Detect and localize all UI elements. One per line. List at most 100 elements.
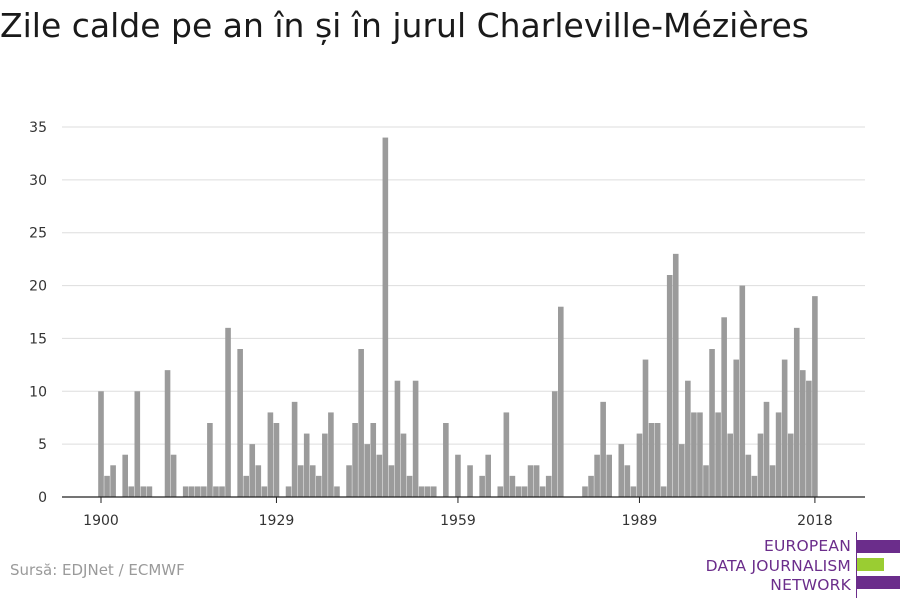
bar [128,486,135,497]
bar [715,412,721,497]
bar [539,486,546,497]
bar [213,486,219,497]
bar [249,444,256,497]
bar [697,412,703,497]
bar [479,475,485,497]
bar [285,486,292,497]
bar [303,433,310,497]
bar [358,349,364,497]
y-tick-label: 0 [38,490,47,506]
bar [485,454,491,497]
bar [497,486,504,497]
bar [751,475,758,497]
bar [769,465,776,497]
bar [672,253,679,497]
bar [745,454,752,497]
bar [642,359,649,497]
bar [515,486,522,497]
bar [400,433,407,497]
bar [582,486,588,497]
bar [134,391,141,497]
bar [636,433,643,497]
bar [412,380,419,497]
bar [654,423,661,497]
bar [545,475,552,497]
bar [660,486,667,497]
bar [376,454,383,497]
bar [781,359,788,497]
bar [551,391,558,497]
bar [195,486,201,497]
logo-text-line-2: DATA JOURNALISM [705,557,851,575]
bar [424,486,431,497]
bar [455,454,461,497]
bar [418,486,425,497]
bar [558,306,564,497]
bar [721,317,727,497]
bar [521,486,528,497]
bar [757,433,764,497]
bar [352,423,358,497]
bar [334,486,340,497]
logo-text-line-1: EUROPEAN [763,537,851,555]
bar [219,486,225,497]
bar [606,454,612,497]
bar [164,370,171,497]
x-tick-label: 1929 [259,513,295,529]
bar [666,275,673,497]
bar [370,423,377,497]
bar [346,465,352,497]
bar [775,412,782,497]
bar [309,465,316,497]
bar [406,475,413,497]
bar [170,454,177,497]
bar [316,475,322,497]
bar [364,444,370,497]
bar [630,486,637,497]
bar [182,486,189,497]
bar [243,475,249,497]
bar [328,412,334,497]
bar [618,444,625,497]
bar [509,475,516,497]
bar [140,486,147,497]
x-tick-label: 1989 [622,513,658,529]
y-tick-label: 20 [29,279,47,295]
bar [273,423,280,497]
bar [201,486,207,497]
bar [727,433,733,497]
y-tick-label: 30 [29,173,47,189]
bar [533,465,540,497]
bar [703,465,709,497]
edjnet-logo: EUROPEAN DATA JOURNALISM NETWORK [700,530,900,600]
bar [388,465,395,497]
bar [188,486,195,497]
x-tick-label: 1959 [440,513,476,529]
bar [122,454,128,497]
bar [430,486,437,497]
logo-text-line-3: NETWORK [770,576,851,594]
logo-bar-purple-top [857,540,900,553]
y-tick-label: 15 [29,331,47,347]
x-tick-label: 2018 [797,513,833,529]
bar [503,412,510,497]
bar [709,349,715,497]
bar [624,465,631,497]
bar [467,465,473,497]
bar [648,423,655,497]
x-tick-label: 1900 [83,513,119,529]
bar [104,475,110,497]
bar [255,465,262,497]
bar [793,327,800,497]
logo-separator [856,532,857,598]
bar [679,444,685,497]
bar [207,423,213,497]
bar [800,370,806,497]
bar [146,486,153,497]
bar [763,401,770,497]
bar [225,327,231,497]
logo-bar-green [857,558,884,571]
bar [812,296,818,497]
bar [261,486,268,497]
